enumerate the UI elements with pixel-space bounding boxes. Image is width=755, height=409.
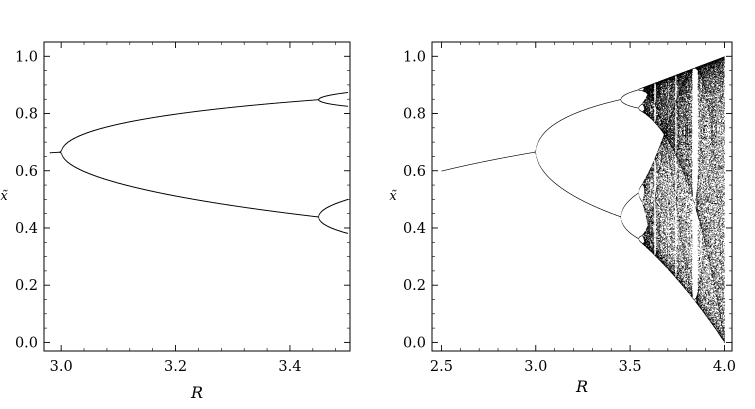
x-tick-label: 3.2 [164,359,187,375]
axis-ticks-right: 2.5 3.0 3.5 4.0 0.0 0.2 0.4 0.6 0.8 1.0 [403,42,736,375]
x-tick-label: 4.0 [713,359,736,375]
zoomed-bifurcation-plot: 3.0 3.2 3.4 0.0 0.2 0.4 0.6 0.8 1.0 R x̃ [0,41,351,402]
attractor-points-left [49,92,349,234]
x-tick-label: 3.4 [278,359,301,375]
x-tick-label: 2.5 [430,359,453,375]
y-tick-label: 0.2 [15,278,38,294]
full-bifurcation-plot: 2.5 3.0 3.5 4.0 0.0 0.2 0.4 0.6 0.8 1.0 R x̃ [389,41,736,396]
x-tick-label: 3.0 [50,359,73,375]
x-tick-label: 3.5 [619,359,642,375]
y-tick-label: 1.0 [403,49,426,65]
plot-frame-left [43,41,351,352]
y-tick-label: 0.6 [15,164,38,180]
attractor-points-right [441,56,726,344]
y-tick-label: 0.2 [403,278,426,294]
bifurcation-points-left [49,92,349,234]
y-tick-label: 0.0 [15,335,38,351]
axis-ticks-left: 3.0 3.2 3.4 0.0 0.2 0.4 0.6 0.8 1.0 [15,42,350,375]
y-tick-label: 0.8 [15,107,38,123]
x-tick-label: 3.0 [524,359,547,375]
bifurcation-points-right [441,56,726,344]
y-tick-label: 0.8 [403,107,426,123]
y-axis-label-left: x̃ [0,189,8,204]
x-axis-label-right: R [575,377,588,396]
x-axis-label-left: R [190,383,203,402]
y-tick-label: 0.4 [403,221,426,237]
y-tick-label: 0.6 [403,164,426,180]
plot-frame-right [431,41,733,352]
y-axis-label-right: x̃ [389,189,397,204]
y-tick-label: 0.4 [15,221,38,237]
y-tick-label: 1.0 [15,49,38,65]
y-tick-label: 0.0 [403,335,426,351]
